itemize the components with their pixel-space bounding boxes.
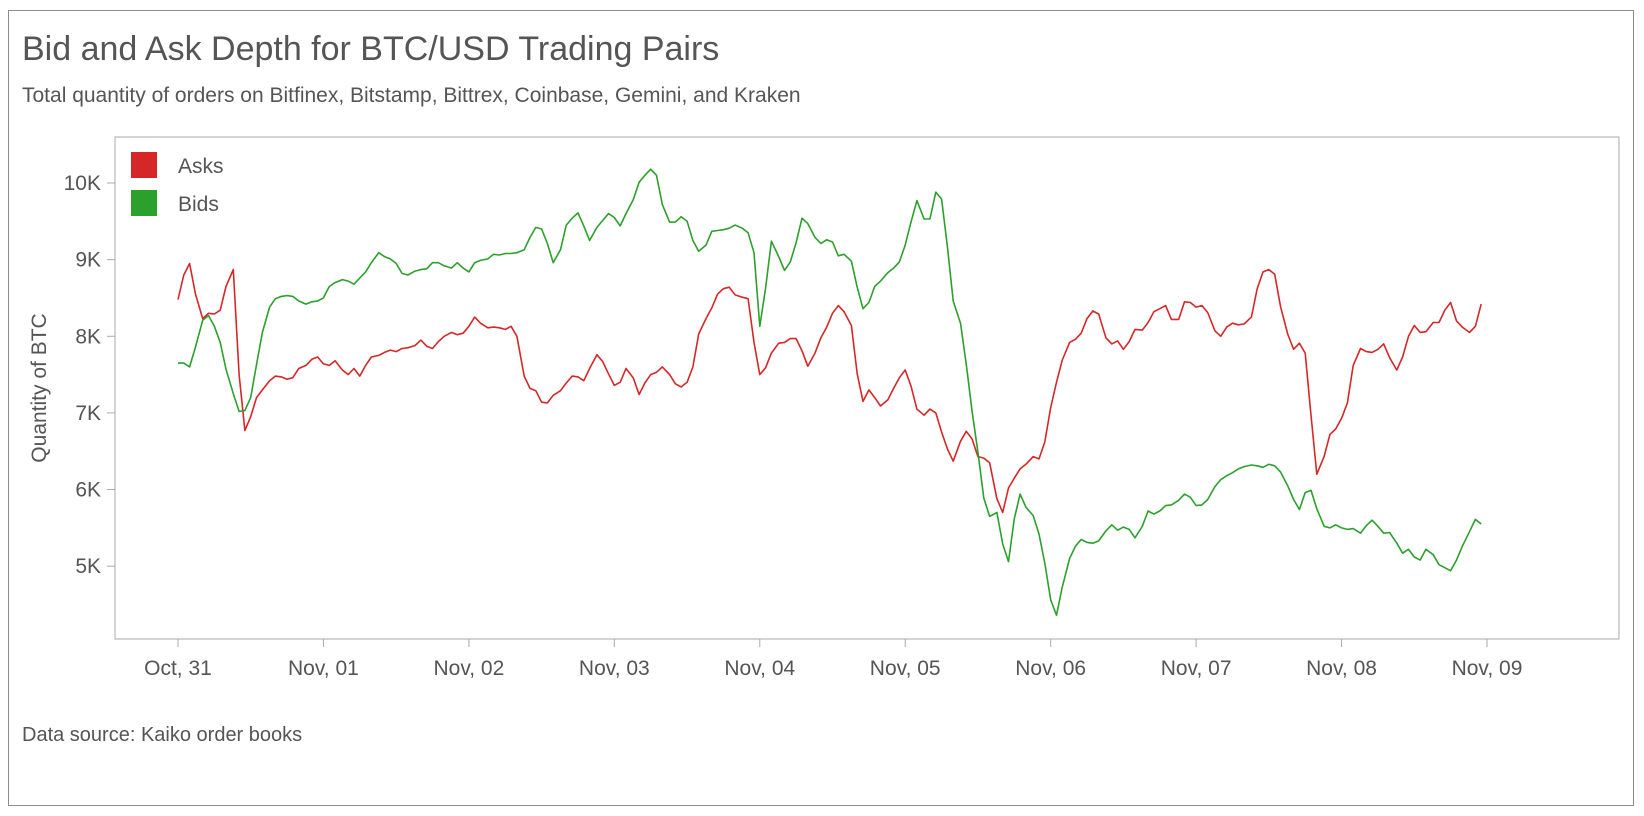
y-tick-label: 5K (75, 555, 101, 578)
chart-frame (8, 10, 1634, 806)
x-axis: Oct, 31 Nov, 01 Nov, 02 Nov, 03 Nov, 04 Nov, … (144, 639, 1522, 680)
x-tick-label: Nov, 04 (724, 657, 795, 680)
x-tick-label: Nov, 03 (579, 657, 650, 680)
y-tick-label: 8K (75, 325, 101, 348)
x-tick-label: Nov, 06 (1015, 657, 1086, 680)
chart-subtitle: Total quantity of orders on Bitfinex, Bi… (22, 84, 801, 107)
legend-label-asks: Asks (178, 155, 224, 178)
series-line-bids (178, 168, 1482, 616)
chart-title: Bid and Ask Depth for BTC/USD Trading Pa… (22, 30, 720, 68)
x-tick-label: Oct, 31 (144, 657, 212, 680)
plot-area (114, 136, 1620, 640)
y-axis-title: Quantity of BTC (28, 313, 51, 462)
legend-swatch-asks (131, 152, 157, 178)
y-tick-label: 6K (75, 479, 101, 502)
series-line-asks (177, 262, 1482, 514)
x-tick-label: Nov, 01 (288, 657, 359, 680)
legend-label-bids: Bids (178, 193, 219, 216)
series-layer (177, 168, 1482, 616)
legend: Asks Bids (131, 152, 224, 216)
data-source-note: Data source: Kaiko order books (22, 724, 303, 746)
y-tick-label: 10K (64, 172, 101, 195)
legend-swatch-bids (131, 190, 157, 216)
x-tick-label: Nov, 09 (1452, 657, 1523, 680)
y-axis: 5K 6K 7K 8K 9K 10K (64, 172, 115, 578)
y-tick-label: 9K (75, 249, 101, 272)
x-tick-label: Nov, 08 (1306, 657, 1377, 680)
y-tick-label: 7K (75, 402, 101, 425)
x-tick-label: Nov, 05 (870, 657, 941, 680)
x-tick-label: Nov, 07 (1161, 657, 1232, 680)
x-tick-label: Nov, 02 (433, 657, 504, 680)
